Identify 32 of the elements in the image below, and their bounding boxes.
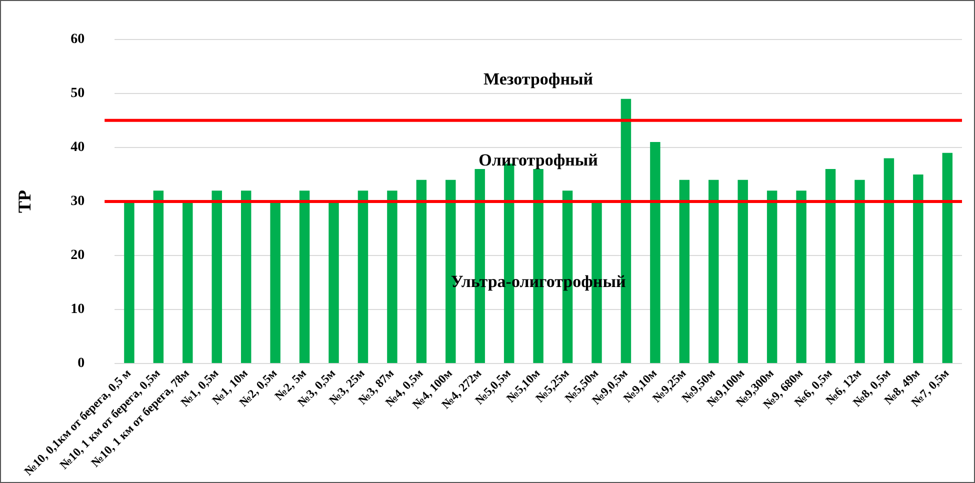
bar — [738, 180, 748, 364]
bar — [708, 180, 719, 364]
y-tick-label: 20 — [70, 248, 85, 264]
bar — [328, 201, 339, 364]
bar — [854, 180, 865, 364]
bar — [299, 190, 310, 364]
bar — [884, 158, 894, 364]
bar — [387, 190, 398, 364]
y-tick-label: 60 — [70, 32, 85, 48]
annotation: Мезотрофный — [484, 69, 594, 88]
bar — [153, 190, 164, 364]
bar — [825, 169, 836, 364]
y-tick-label: 0 — [78, 356, 85, 372]
bar — [212, 190, 222, 364]
bar — [796, 190, 806, 364]
bar — [913, 174, 924, 364]
y-axis-title: ТР — [14, 190, 34, 213]
bar — [942, 152, 953, 364]
bar — [416, 180, 427, 364]
bar — [358, 190, 368, 364]
bar — [270, 201, 280, 364]
y-tick-label: 50 — [70, 86, 85, 102]
y-tick-label: 40 — [70, 140, 85, 156]
y-tick-label: 30 — [70, 194, 85, 210]
y-tick-label: 10 — [70, 302, 85, 318]
annotation: Олиготрофный — [478, 150, 598, 170]
bar — [766, 190, 778, 364]
bar — [124, 201, 134, 364]
bar — [182, 201, 193, 364]
bar — [240, 190, 252, 364]
bar — [679, 180, 690, 364]
bar — [650, 142, 660, 364]
